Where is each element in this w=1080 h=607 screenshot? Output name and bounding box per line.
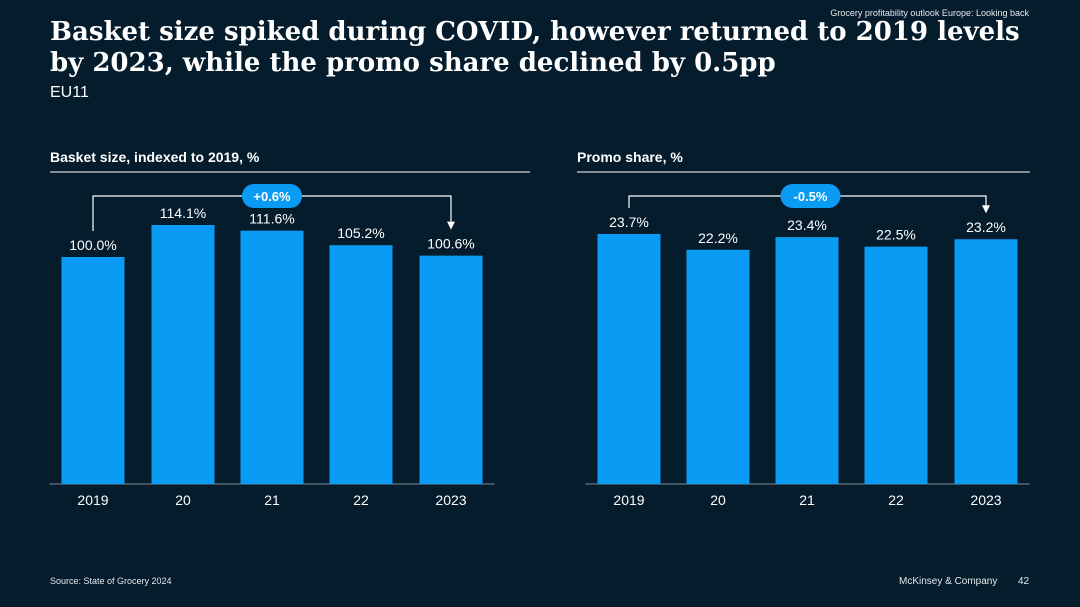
source-note: Source: State of Grocery 2024 [50,576,172,586]
tick-label-1-4: 2023 [970,492,1001,508]
bar-1-0 [597,233,661,484]
region-subtitle: EU11 [50,84,89,101]
page-number: 42 [1018,576,1030,587]
chart-title-0: Basket size, indexed to 2019, % [50,149,260,165]
bar-1-2 [775,237,839,484]
bar-1-1 [686,249,750,484]
tick-label-1-2: 21 [799,492,815,508]
change-bubble-0 [242,184,302,208]
bar-0-4 [419,255,483,484]
bar-0-2 [240,230,304,484]
tick-label-1-1: 20 [710,492,726,508]
tick-label-1-3: 22 [888,492,904,508]
tick-label-0-1: 20 [175,492,191,508]
tick-label-0-0: 2019 [77,492,108,508]
data-label-0-0: 100.0% [69,237,116,253]
chart-title-1: Promo share, % [577,149,683,165]
data-label-1-3: 22.5% [876,227,916,243]
data-label-0-4: 100.6% [427,236,474,252]
bar-0-0 [61,257,125,484]
data-label-0-3: 105.2% [337,225,384,241]
data-label-1-1: 22.2% [698,230,738,246]
data-label-1-2: 23.4% [787,217,827,233]
tick-label-1-0: 2019 [613,492,644,508]
tick-label-0-2: 21 [264,492,280,508]
arrowhead-icon-1 [982,205,990,214]
slide-title: Basket size spiked during COVID, however… [50,17,1020,78]
arrowhead-icon-0 [447,221,455,230]
data-label-0-2: 111.6% [249,211,294,227]
change-label-0: +0.6% [253,189,291,204]
bar-0-3 [329,245,393,484]
change-bubble-1 [780,184,841,208]
data-label-1-0: 23.7% [609,214,649,230]
change-label-1: -0.5% [794,189,828,204]
brand-name: McKinsey & Company [899,576,998,587]
data-label-0-1: 114.1% [160,205,206,221]
bar-1-4 [954,239,1018,484]
data-label-1-4: 23.2% [966,219,1006,235]
bar-0-1 [151,224,215,485]
section-label: Grocery profitability outlook Europe: Lo… [830,8,1029,18]
tick-label-0-4: 2023 [435,492,466,508]
tick-label-0-3: 22 [353,492,369,508]
bar-1-3 [864,246,928,484]
